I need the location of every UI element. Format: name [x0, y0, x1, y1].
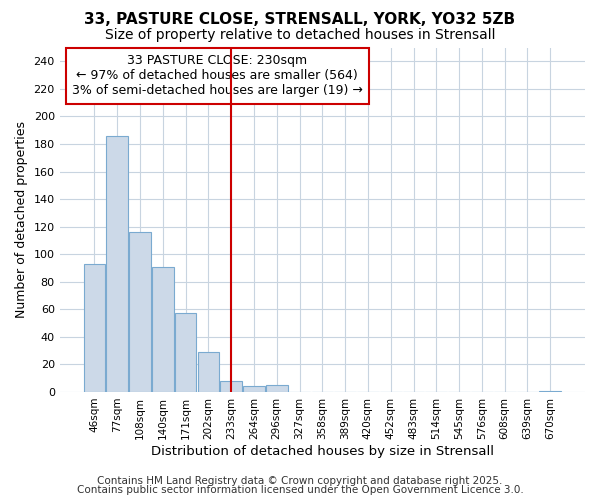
Bar — [197, 352, 219, 392]
Bar — [129, 232, 151, 392]
Bar — [106, 136, 128, 392]
Text: Size of property relative to detached houses in Strensall: Size of property relative to detached ho… — [105, 28, 495, 42]
Bar — [83, 264, 105, 392]
Text: Contains public sector information licensed under the Open Government Licence 3.: Contains public sector information licen… — [77, 485, 523, 495]
Bar — [220, 381, 242, 392]
Bar — [175, 314, 196, 392]
Text: 33 PASTURE CLOSE: 230sqm
← 97% of detached houses are smaller (564)
3% of semi-d: 33 PASTURE CLOSE: 230sqm ← 97% of detach… — [72, 54, 363, 98]
Y-axis label: Number of detached properties: Number of detached properties — [15, 121, 28, 318]
Bar — [266, 385, 287, 392]
Bar — [243, 386, 265, 392]
Text: 33, PASTURE CLOSE, STRENSALL, YORK, YO32 5ZB: 33, PASTURE CLOSE, STRENSALL, YORK, YO32… — [85, 12, 515, 28]
Bar — [152, 266, 173, 392]
X-axis label: Distribution of detached houses by size in Strensall: Distribution of detached houses by size … — [151, 444, 494, 458]
Text: Contains HM Land Registry data © Crown copyright and database right 2025.: Contains HM Land Registry data © Crown c… — [97, 476, 503, 486]
Bar — [539, 390, 561, 392]
